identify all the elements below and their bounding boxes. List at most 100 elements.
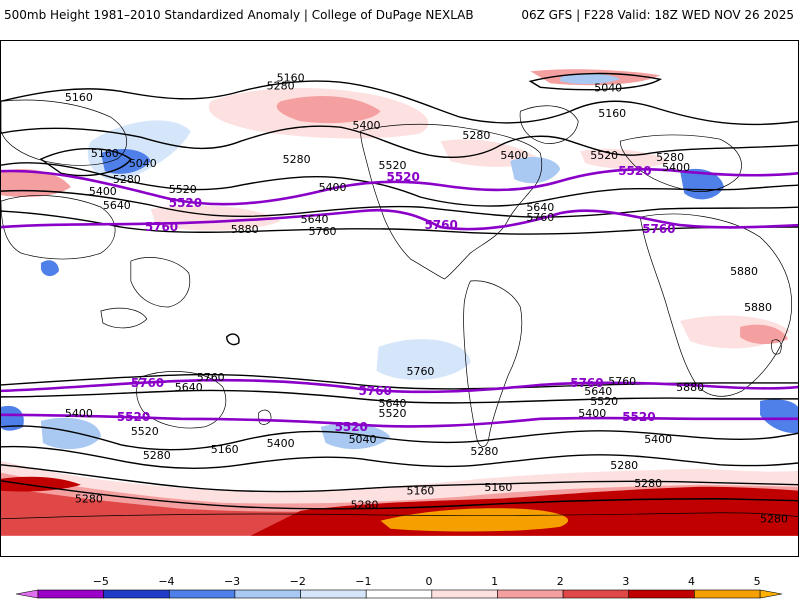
colorbar-cell bbox=[497, 589, 564, 599]
coast-madagascar bbox=[771, 339, 782, 355]
label-5400-nc: 5400 bbox=[353, 119, 381, 132]
label-5280-eu: 5280 bbox=[656, 151, 684, 164]
label-purple-5520-sc: 5520 bbox=[335, 420, 368, 434]
label-5160-s2: 5160 bbox=[484, 481, 512, 494]
anomaly-negative-southwest bbox=[40, 417, 101, 450]
label-5280-ant-c: 5280 bbox=[351, 499, 379, 512]
label-5040-sc: 5040 bbox=[349, 433, 377, 446]
contour-5040-pacific bbox=[39, 147, 132, 177]
label-purple-5520-na: 5520 bbox=[387, 170, 420, 184]
label-5520-pac: 5520 bbox=[169, 183, 197, 196]
colorbar-tick-label: 1 bbox=[491, 575, 498, 588]
label-5040-arctic: 5040 bbox=[594, 81, 622, 94]
label-5400-sc: 5400 bbox=[267, 437, 295, 450]
colorbar-tick-label: −5 bbox=[93, 575, 109, 588]
colorbar-tick-label: 2 bbox=[557, 575, 564, 588]
purple-contour-5760-north bbox=[1, 208, 798, 231]
label-5280-sw: 5280 bbox=[143, 449, 171, 462]
contour-5640-north bbox=[1, 189, 798, 218]
colorbar-cell bbox=[103, 589, 170, 599]
label-5280-ncp: 5280 bbox=[283, 153, 311, 166]
map-canvas: 5160 5160 5280 5040 5160 5400 5280 5040 … bbox=[1, 69, 798, 536]
label-5760-na: 5760 bbox=[526, 211, 554, 224]
colorbar-tick-label: 3 bbox=[622, 575, 629, 588]
label-purple-5760-se: 5760 bbox=[570, 376, 603, 390]
anomaly-negative-tropical-cyclone bbox=[40, 260, 59, 277]
contour-5400-south bbox=[1, 425, 798, 451]
colorbar-canvas: −5 −4 −3 −2 −1 0 1 2 3 4 5 bbox=[15, 575, 783, 599]
label-5400-sw: 5400 bbox=[65, 407, 93, 420]
label-5400-se: 5400 bbox=[644, 433, 672, 446]
label-5160-ne: 5160 bbox=[598, 107, 626, 120]
label-purple-5760-sw: 5760 bbox=[131, 376, 164, 390]
contour-5160-north bbox=[1, 80, 798, 126]
label-5400-ncp: 5400 bbox=[319, 181, 347, 194]
label-5280-se: 5280 bbox=[610, 459, 638, 472]
colorbar-cell bbox=[234, 589, 301, 599]
anomaly-moderate-north-pacific bbox=[276, 96, 381, 124]
label-5520-na: 5520 bbox=[379, 159, 407, 172]
anomaly-strong-west-south bbox=[1, 476, 81, 492]
colorbar-cell bbox=[37, 589, 104, 599]
colorbar-tick-label: 0 bbox=[426, 575, 433, 588]
map-header: 500mb Height 1981–2010 Standardized Anom… bbox=[0, 0, 800, 40]
coast-indonesia bbox=[100, 307, 148, 329]
label-5280-n: 5280 bbox=[267, 79, 295, 92]
anomaly-negative-south-pacific-outer bbox=[376, 339, 471, 380]
label-5640-sa: 5640 bbox=[584, 385, 612, 398]
anomaly-extreme-antarctic bbox=[380, 508, 569, 532]
label-5640-spm: 5640 bbox=[379, 397, 407, 410]
label-purple-5760-sc: 5760 bbox=[359, 384, 392, 398]
height-contours bbox=[1, 72, 798, 510]
coast-asia-west bbox=[1, 99, 127, 166]
colorbar-cell bbox=[694, 589, 761, 599]
label-5640-sp: 5640 bbox=[175, 381, 203, 394]
label-purple-5760-na: 5760 bbox=[424, 218, 457, 232]
label-5520-sw: 5520 bbox=[131, 425, 159, 438]
contour-5160-south bbox=[1, 464, 798, 493]
label-purple-5520-sw: 5520 bbox=[117, 410, 150, 424]
contour-closed-hawaii bbox=[226, 333, 240, 346]
label-5160-n: 5160 bbox=[277, 71, 305, 84]
highlight-contours bbox=[1, 168, 798, 428]
label-5640-na: 5640 bbox=[526, 201, 554, 214]
anomaly-negative-europe bbox=[680, 168, 725, 200]
colorbar-cell bbox=[562, 589, 630, 599]
contour-5640-south bbox=[1, 389, 798, 404]
label-5280-sc2: 5280 bbox=[470, 445, 498, 458]
label-5880-ncp: 5880 bbox=[231, 223, 259, 236]
colorbar-end-low bbox=[15, 589, 39, 599]
label-purple-5520-se: 5520 bbox=[622, 410, 655, 424]
contour-5040-arctic bbox=[528, 72, 663, 91]
coast-europe bbox=[619, 134, 742, 192]
contour-5880-south bbox=[1, 373, 798, 390]
colorbar-tick-label: −1 bbox=[355, 575, 371, 588]
label-5160-sc: 5160 bbox=[211, 443, 239, 456]
label-5760-spc: 5760 bbox=[406, 365, 434, 378]
label-5880-af1: 5880 bbox=[730, 265, 758, 278]
label-5880-af2: 5880 bbox=[744, 301, 772, 314]
coast-antarctica bbox=[1, 512, 798, 520]
anomaly-colorbar: −5 −4 −3 −2 −1 0 1 2 3 4 5 bbox=[0, 575, 800, 600]
purple-contour-5760-south bbox=[1, 378, 798, 394]
colorbar-tick-label: −2 bbox=[290, 575, 306, 588]
contour-5040-south bbox=[1, 480, 798, 510]
colorbar-cell bbox=[365, 589, 433, 599]
colorbar-end-high bbox=[759, 589, 783, 599]
anomaly-negative-south-pacific-2 bbox=[320, 423, 391, 450]
run-info: 06Z GFS | F228 Valid: 18Z WED NOV 26 202… bbox=[521, 8, 794, 22]
coast-asia-south bbox=[1, 195, 116, 260]
anomaly-negative-hudson bbox=[510, 157, 561, 184]
anomaly-negative-pacific-core bbox=[100, 149, 151, 174]
map-title: 500mb Height 1981–2010 Standardized Anom… bbox=[4, 8, 474, 22]
label-5400-pac: 5400 bbox=[89, 185, 117, 198]
label-5520-spm: 5520 bbox=[379, 407, 407, 420]
label-purple-5760-pac: 5760 bbox=[145, 220, 178, 234]
label-5880-sa: 5880 bbox=[676, 381, 704, 394]
anomaly-negative-arctic bbox=[560, 73, 621, 85]
label-5760-sa: 5760 bbox=[608, 375, 636, 388]
coast-greenland bbox=[519, 105, 579, 144]
label-5280-pac: 5280 bbox=[113, 173, 141, 186]
label-5520-sa: 5520 bbox=[590, 395, 618, 408]
contour-labels: 5160 5160 5280 5040 5160 5400 5280 5040 … bbox=[65, 71, 788, 525]
